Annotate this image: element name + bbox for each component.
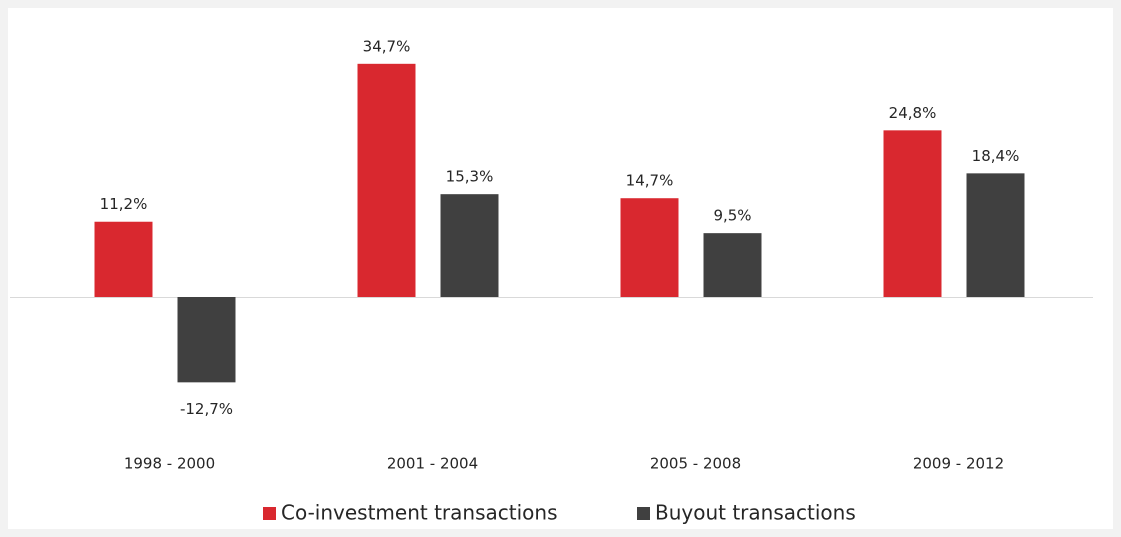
bar (94, 221, 153, 297)
data-label: 34,7% (363, 37, 411, 55)
data-label: 15,3% (446, 168, 494, 186)
bar (703, 233, 762, 297)
legend-swatch (637, 507, 650, 520)
data-label: 11,2% (100, 195, 148, 213)
bar (177, 297, 236, 383)
plot-background (8, 8, 1113, 529)
legend-label: Buyout transactions (655, 501, 856, 525)
data-label: -12,7% (180, 400, 233, 418)
legend-label: Co-investment transactions (281, 501, 557, 525)
data-label: 9,5% (713, 207, 751, 225)
x-tick-label: 2009 - 2012 (913, 455, 1004, 473)
bar (357, 63, 416, 297)
bar (966, 173, 1025, 297)
data-label: 18,4% (972, 147, 1020, 165)
x-tick-label: 2005 - 2008 (650, 455, 741, 473)
data-label: 24,8% (889, 104, 937, 122)
bar (440, 194, 499, 297)
bar (883, 130, 942, 297)
data-label: 14,7% (626, 172, 674, 190)
x-tick-label: 2001 - 2004 (387, 455, 478, 473)
bar (620, 198, 679, 297)
x-tick-label: 1998 - 2000 (124, 455, 215, 473)
legend-swatch (263, 507, 276, 520)
